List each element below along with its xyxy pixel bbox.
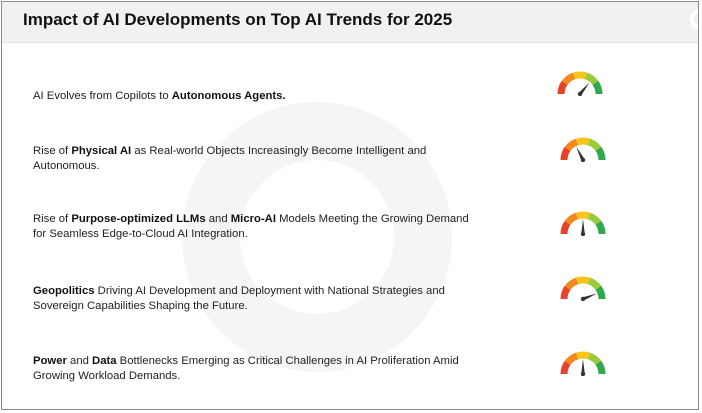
trend-text-segment: Rise of: [33, 145, 72, 157]
gauge-segment: [560, 146, 571, 161]
trend-keyword: Purpose-optimized LLMs: [71, 213, 206, 225]
trend-row-4: Geopolitics Driving AI Development and D…: [2, 264, 698, 334]
gauge-hub: [580, 231, 586, 236]
trend-keyword: Data: [92, 355, 117, 367]
trend-row-3: Rise of Purpose-optimized LLMs and Micro…: [2, 192, 698, 262]
gauge-segment: [560, 360, 571, 375]
trend-text-segment: as Real-world Objects Increasingly Becom…: [33, 145, 427, 172]
trend-text-5: Power and Data Bottlenecks Emerging as C…: [33, 354, 483, 384]
trend-row-5: Power and Data Bottlenecks Emerging as C…: [2, 336, 698, 406]
gauge-segment: [576, 211, 590, 220]
gauge-hub: [577, 91, 583, 96]
trend-keyword: Power: [33, 355, 67, 367]
gauge-segment: [587, 277, 602, 291]
trend-text-segment: Driving AI Development and Deployment wi…: [33, 285, 445, 312]
trend-text-segment: and: [66, 355, 93, 367]
gauge-segment: [561, 72, 576, 86]
gauge-needle: [581, 219, 585, 234]
trend-text-segment: Bottlenecks Emerging as Critical Challen…: [33, 355, 459, 382]
gauge-segment: [587, 138, 602, 152]
trend-row-1: AI Evolves from Copilots to Autonomous A…: [2, 52, 698, 122]
gauge-icon-3: [560, 211, 606, 236]
gauge-hub: [580, 371, 586, 376]
trend-keyword: Autonomous Agents.: [171, 90, 286, 102]
gauge-icon-2: [560, 137, 606, 162]
trend-text-4: Geopolitics Driving AI Development and D…: [33, 284, 483, 314]
gauge-icon-5: [560, 351, 606, 376]
gauge-needle: [578, 82, 590, 96]
trend-text-3: Rise of Purpose-optimized LLMs and Micro…: [33, 212, 483, 242]
gauge-segment: [564, 212, 579, 226]
gauge-segment: [557, 80, 568, 95]
header-bar: Impact of AI Developments on Top AI Tren…: [2, 2, 698, 43]
trend-text-segment: Models Meeting the Growing Demand for Se…: [33, 213, 469, 240]
trend-keyword: Micro-AI: [230, 213, 276, 225]
gauge-segment: [576, 276, 590, 285]
gauge-needle: [581, 359, 585, 374]
gauge-segment: [592, 80, 603, 95]
trend-row-2: Rise of Physical AI as Real-world Object…: [2, 122, 698, 192]
trend-text-2: Rise of Physical AI as Real-world Object…: [33, 144, 483, 174]
gauge-icon-4: [560, 276, 606, 301]
gauge-segment: [564, 277, 579, 291]
gauge-needle: [576, 146, 585, 161]
trend-keyword: Physical AI: [71, 145, 132, 157]
brand-mark-icon: [690, 8, 698, 30]
gauge-icon-1: [557, 71, 603, 96]
gauge-segment: [573, 71, 587, 80]
gauge-segment: [564, 138, 579, 152]
trend-text-segment: Rise of: [33, 213, 72, 225]
trend-keyword: Geopolitics: [33, 285, 95, 297]
gauge-segment: [595, 146, 606, 161]
trend-text-segment: AI Evolves from Copilots to: [33, 90, 172, 102]
trend-text-segment: and: [205, 213, 231, 225]
gauge-hub: [580, 296, 586, 301]
trend-text-1: AI Evolves from Copilots to Autonomous A…: [33, 89, 483, 104]
gauge-segment: [576, 137, 590, 146]
gauge-segment: [560, 220, 571, 235]
gauge-hub: [580, 157, 586, 162]
gauge-segment: [595, 360, 606, 375]
gauge-segment: [587, 212, 602, 226]
gauge-segment: [584, 72, 599, 86]
page-title: Impact of AI Developments on Top AI Tren…: [23, 10, 453, 29]
gauge-segment: [564, 352, 579, 366]
gauge-needle: [582, 293, 597, 301]
gauge-segment: [576, 351, 590, 360]
gauge-segment: [560, 285, 571, 300]
gauge-segment: [587, 352, 602, 366]
gauge-segment: [595, 220, 606, 235]
gauge-segment: [595, 285, 606, 300]
